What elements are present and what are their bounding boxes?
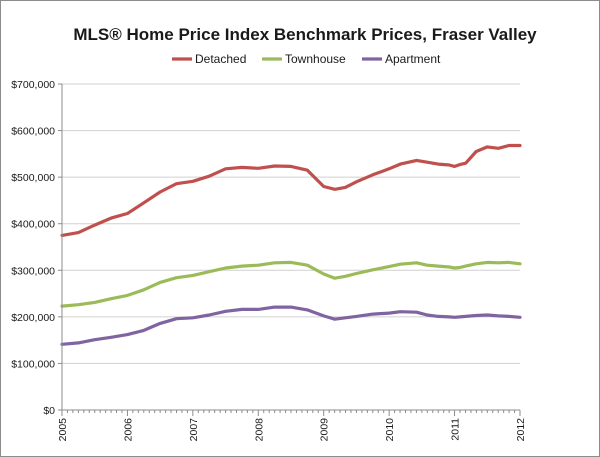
y-tick-label: $600,000 — [11, 126, 55, 138]
y-tick-label: $200,000 — [11, 312, 55, 324]
y-tick-label: $300,000 — [11, 265, 55, 277]
x-tick-label: 2005 — [57, 418, 69, 442]
y-tick-label: $100,000 — [11, 358, 55, 370]
y-tick-label: $400,000 — [11, 219, 55, 231]
x-tick-label: 2007 — [188, 418, 200, 442]
x-tick-label: 2009 — [319, 418, 331, 442]
x-tick-label: 2012 — [515, 418, 527, 442]
series-line-detached — [60, 143, 522, 237]
x-tick-label: 2010 — [384, 418, 396, 442]
legend-label-detached: Detached — [195, 52, 246, 66]
chart-title: MLS® Home Price Index Benchmark Prices, … — [73, 25, 537, 44]
y-tick-label: $0 — [43, 405, 55, 417]
x-tick-label: 2006 — [122, 418, 134, 442]
x-tick-label: 2011 — [450, 418, 462, 441]
y-tick-label: $500,000 — [11, 172, 55, 184]
series-layer — [60, 143, 522, 346]
axes: $0 $100,000 $200,000 $300,000 $400,000 $500,0… — [11, 79, 527, 441]
x-tick-label: 2008 — [253, 418, 265, 442]
legend: Detached Townhouse Apartment — [172, 52, 441, 66]
series-line-apartment — [60, 305, 522, 346]
legend-label-townhouse: Townhouse — [285, 52, 346, 66]
legend-label-apartment: Apartment — [385, 52, 441, 66]
y-tick-label: $700,000 — [11, 79, 55, 91]
series-line-townhouse — [60, 260, 522, 308]
gridlines — [62, 83, 520, 364]
